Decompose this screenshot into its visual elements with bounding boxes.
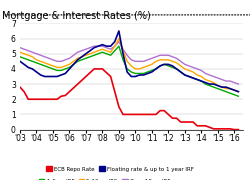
Legend: 1-5yrs IRF, 5-10yrs IRF, Over 10yrs IRF: 1-5yrs IRF, 5-10yrs IRF, Over 10yrs IRF	[36, 177, 172, 180]
Text: Mortgage & Interest Rates (%): Mortgage & Interest Rates (%)	[2, 11, 151, 21]
